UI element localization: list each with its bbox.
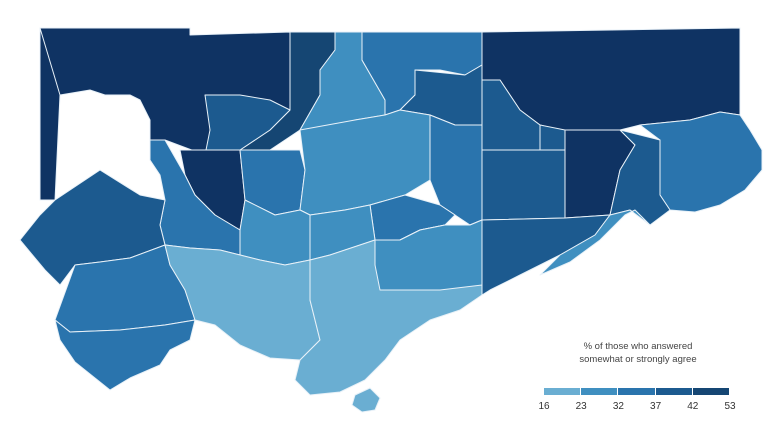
legend-tick: 23 — [575, 401, 587, 412]
region — [374, 219, 483, 291]
legend-ticks: 16 23 32 37 42 53 — [538, 401, 735, 415]
legend-tick: 42 — [687, 401, 699, 412]
legend-tick: 53 — [724, 401, 736, 412]
legend-swatch — [544, 388, 581, 395]
legend-swatch — [581, 388, 618, 395]
legend-swatch — [655, 388, 692, 395]
region — [351, 387, 381, 413]
region — [204, 94, 291, 156]
legend-title-line2: somewhat or strongly agree — [579, 354, 697, 365]
region — [54, 319, 196, 391]
region — [481, 214, 611, 296]
legend-swatch — [692, 388, 730, 395]
legend: % of those who answered somewhat or stro… — [538, 340, 738, 415]
region — [539, 209, 651, 276]
legend-title: % of those who answered somewhat or stro… — [538, 340, 738, 366]
legend-title-line1: % of those who answered — [583, 341, 693, 352]
region — [539, 124, 566, 151]
legend-tick: 16 — [538, 401, 550, 412]
region — [481, 149, 566, 221]
legend-color-scale — [544, 388, 730, 395]
legend-swatch — [618, 388, 655, 395]
legend-tick: 32 — [612, 401, 624, 412]
legend-tick: 37 — [650, 401, 662, 412]
